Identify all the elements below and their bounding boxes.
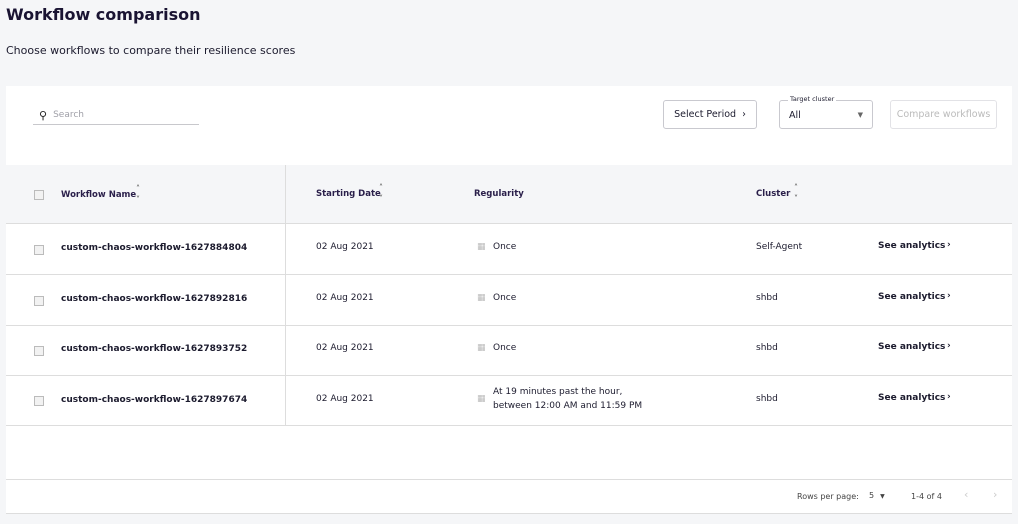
select-all-checkbox[interactable] [34, 190, 44, 200]
table-row: custom-chaos-workflow-1627893752 02 Aug … [6, 325, 1012, 376]
page-subtitle: Choose workflows to compare their resili… [6, 44, 296, 57]
calendar-icon: ▦ [477, 394, 486, 404]
table-row: custom-chaos-workflow-1627897674 02 Aug … [6, 375, 1012, 426]
workflow-name: custom-chaos-workflow-1627893752 [61, 344, 248, 354]
compare-workflows-button[interactable]: Compare workflows [890, 100, 997, 129]
pagination: Rows per page: 5 ▼ 1-4 of 4 ‹ › [6, 479, 1012, 514]
search-placeholder: Search [53, 110, 84, 120]
target-cluster-select[interactable]: Target cluster All ▼ [779, 95, 873, 129]
column-starting-date: Starting Date [316, 189, 381, 199]
search-input[interactable]: ⚲ Search [33, 106, 199, 125]
caret-down-icon: ▼ [880, 493, 885, 500]
select-period-button[interactable]: Select Period › [663, 100, 757, 129]
see-analytics-link[interactable]: See analytics [878, 292, 946, 302]
rows-per-page-value: 5 [869, 491, 875, 500]
see-analytics-link[interactable]: See analytics [878, 393, 946, 403]
chevron-right-icon[interactable]: › [947, 240, 951, 250]
sort-cluster-icon[interactable]: ˄ ˅ [794, 183, 798, 203]
rows-per-page-select[interactable]: 5 ▼ [869, 491, 885, 500]
chevron-right-icon[interactable]: › [947, 392, 951, 402]
column-regularity: Regularity [474, 189, 524, 199]
starting-date: 02 Aug 2021 [316, 293, 374, 303]
workflow-name: custom-chaos-workflow-1627897674 [61, 395, 248, 405]
cluster: shbd [756, 394, 778, 404]
row-checkbox[interactable] [34, 245, 44, 255]
row-checkbox[interactable] [34, 346, 44, 356]
cluster: Self-Agent [756, 242, 803, 252]
search-icon: ⚲ [39, 108, 48, 122]
regularity: At 19 minutes past the hour, [493, 387, 623, 397]
target-cluster-label: Target cluster [788, 95, 837, 103]
starting-date: 02 Aug 2021 [316, 343, 374, 353]
workflow-name: custom-chaos-workflow-1627892816 [61, 294, 248, 304]
regularity: Once [493, 242, 517, 252]
select-period-label: Select Period [674, 109, 737, 120]
see-analytics-link[interactable]: See analytics [878, 342, 946, 352]
table-row: custom-chaos-workflow-1627892816 02 Aug … [6, 275, 1012, 326]
previous-page-button[interactable]: ‹ [964, 488, 969, 501]
target-cluster-value: All [789, 110, 801, 121]
row-checkbox[interactable] [34, 296, 44, 306]
table-row: custom-chaos-workflow-1627884804 02 Aug … [6, 224, 1012, 275]
calendar-icon: ▦ [477, 343, 486, 353]
sort-starting-date-icon[interactable]: ˄ ˅ [379, 183, 383, 203]
sort-workflow-name-icon[interactable]: ˄ ˅ [136, 184, 140, 204]
regularity-detail: between 12:00 AM and 11:59 PM [493, 401, 643, 411]
table-header [6, 165, 1012, 224]
compare-workflows-label: Compare workflows [896, 109, 991, 120]
cluster: shbd [756, 343, 778, 353]
cluster: shbd [756, 293, 778, 303]
column-workflow-name: Workflow Name [61, 190, 137, 200]
starting-date: 02 Aug 2021 [316, 242, 374, 252]
page-range: 1-4 of 4 [911, 492, 942, 501]
workflow-name: custom-chaos-workflow-1627884804 [61, 243, 248, 253]
regularity: Once [493, 293, 517, 303]
caret-down-icon: ▼ [857, 110, 863, 119]
regularity: Once [493, 343, 517, 353]
row-checkbox[interactable] [34, 396, 44, 406]
see-analytics-link[interactable]: See analytics [878, 241, 946, 251]
next-page-button[interactable]: › [993, 488, 998, 501]
comparison-panel [6, 86, 1012, 514]
page-title: Workflow comparison [6, 5, 201, 24]
starting-date: 02 Aug 2021 [316, 394, 374, 404]
column-divider [285, 165, 286, 426]
calendar-icon: ▦ [477, 242, 486, 252]
rows-per-page-label: Rows per page: [797, 492, 859, 501]
calendar-icon: ▦ [477, 293, 486, 303]
chevron-right-icon[interactable]: › [947, 341, 951, 351]
chevron-right-icon[interactable]: › [947, 291, 951, 301]
column-cluster: Cluster [756, 189, 791, 199]
chevron-right-icon: › [742, 109, 746, 120]
